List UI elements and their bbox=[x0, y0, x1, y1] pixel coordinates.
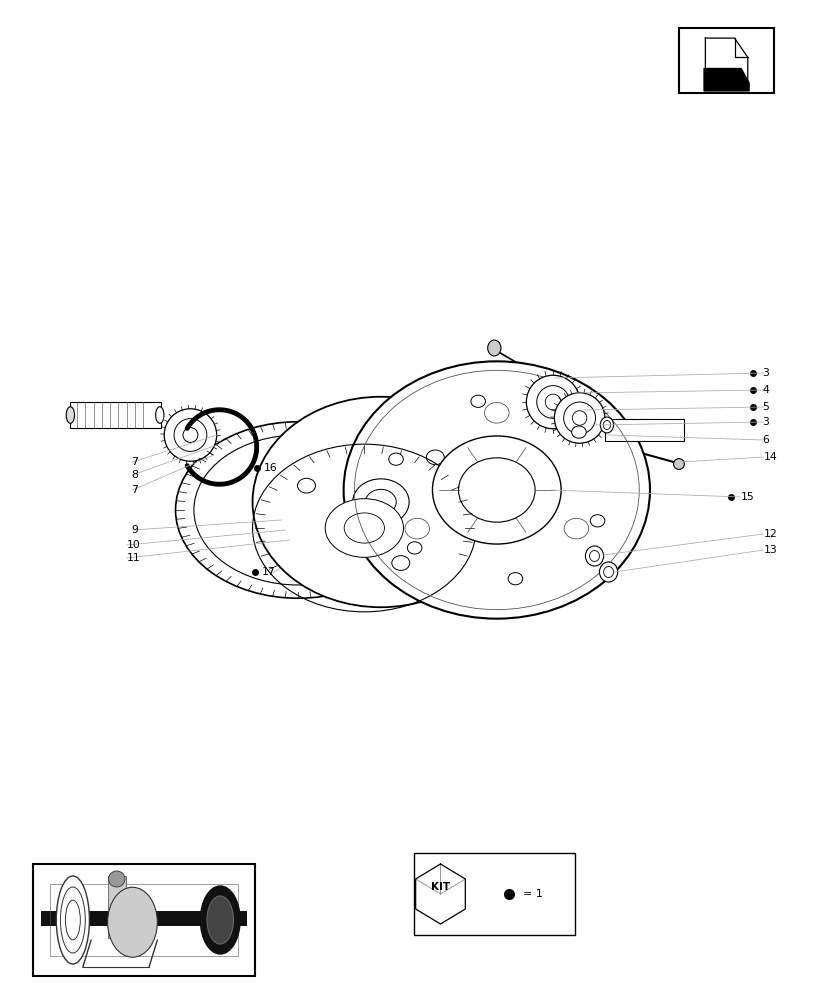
Ellipse shape bbox=[407, 542, 422, 554]
Ellipse shape bbox=[183, 428, 198, 442]
Ellipse shape bbox=[536, 386, 569, 418]
Ellipse shape bbox=[389, 453, 403, 465]
Ellipse shape bbox=[66, 407, 74, 423]
Text: KIT: KIT bbox=[430, 882, 450, 892]
Ellipse shape bbox=[207, 896, 233, 944]
Text: 11: 11 bbox=[127, 553, 141, 563]
Text: 12: 12 bbox=[762, 529, 777, 539]
Text: 3: 3 bbox=[762, 417, 773, 427]
Text: 6: 6 bbox=[762, 435, 773, 445]
Ellipse shape bbox=[544, 394, 561, 410]
Ellipse shape bbox=[563, 402, 595, 434]
Ellipse shape bbox=[174, 419, 207, 451]
Ellipse shape bbox=[297, 478, 315, 493]
Bar bbox=[108, 876, 126, 938]
Ellipse shape bbox=[526, 375, 579, 429]
Ellipse shape bbox=[352, 479, 409, 525]
Ellipse shape bbox=[344, 513, 384, 543]
Text: 13: 13 bbox=[762, 545, 777, 555]
Ellipse shape bbox=[487, 340, 500, 356]
Bar bbox=[70, 402, 161, 428]
Ellipse shape bbox=[458, 458, 534, 522]
Bar bbox=[414, 853, 575, 935]
Ellipse shape bbox=[673, 459, 683, 469]
Ellipse shape bbox=[432, 436, 561, 544]
Ellipse shape bbox=[554, 393, 604, 443]
Ellipse shape bbox=[391, 556, 409, 570]
Ellipse shape bbox=[599, 562, 617, 582]
Ellipse shape bbox=[571, 426, 586, 438]
Text: 7: 7 bbox=[132, 485, 143, 495]
Polygon shape bbox=[703, 68, 748, 91]
Text: 10: 10 bbox=[127, 540, 141, 550]
Ellipse shape bbox=[343, 361, 649, 619]
Ellipse shape bbox=[426, 450, 444, 465]
Ellipse shape bbox=[571, 411, 586, 425]
Ellipse shape bbox=[365, 489, 396, 515]
Text: 15: 15 bbox=[740, 492, 754, 502]
Bar bbox=[41, 911, 246, 926]
Text: 16: 16 bbox=[263, 463, 277, 473]
Ellipse shape bbox=[252, 397, 509, 607]
Ellipse shape bbox=[585, 546, 603, 566]
Text: 17: 17 bbox=[261, 567, 275, 577]
Ellipse shape bbox=[325, 499, 403, 557]
Text: = 1: = 1 bbox=[523, 889, 543, 899]
Ellipse shape bbox=[56, 876, 89, 964]
Bar bbox=[50, 884, 238, 956]
Ellipse shape bbox=[200, 886, 240, 954]
Ellipse shape bbox=[108, 871, 125, 887]
Ellipse shape bbox=[164, 409, 217, 461]
Bar bbox=[678, 28, 773, 93]
Bar bbox=[604, 419, 683, 441]
Bar bbox=[33, 864, 255, 976]
Ellipse shape bbox=[602, 421, 609, 429]
Text: 8: 8 bbox=[132, 470, 143, 480]
Ellipse shape bbox=[155, 407, 164, 423]
Ellipse shape bbox=[108, 887, 157, 957]
Text: 9: 9 bbox=[132, 525, 143, 535]
Ellipse shape bbox=[603, 567, 613, 577]
Text: 5: 5 bbox=[762, 402, 773, 412]
Text: 14: 14 bbox=[762, 452, 777, 462]
Text: 7: 7 bbox=[132, 457, 143, 467]
Text: 3: 3 bbox=[762, 368, 773, 378]
Ellipse shape bbox=[600, 417, 613, 433]
Ellipse shape bbox=[175, 422, 420, 598]
Ellipse shape bbox=[590, 515, 604, 527]
Ellipse shape bbox=[471, 395, 485, 407]
Ellipse shape bbox=[600, 423, 608, 437]
Ellipse shape bbox=[589, 551, 599, 561]
Ellipse shape bbox=[508, 573, 522, 585]
Text: 4: 4 bbox=[762, 385, 773, 395]
